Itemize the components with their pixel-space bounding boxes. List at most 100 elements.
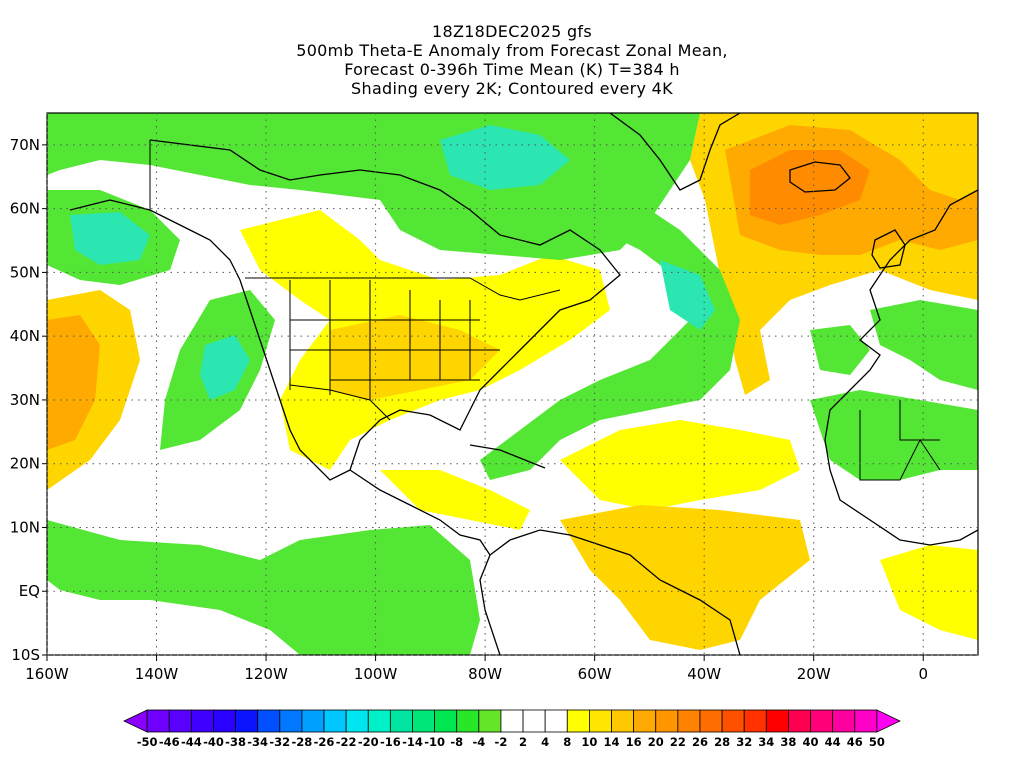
coastline-greenland	[609, 113, 741, 191]
lon-label: 0	[918, 665, 928, 683]
colorbar-swatch	[478, 709, 502, 733]
colorbar-swatch	[389, 709, 413, 733]
cool-anomaly-iberia	[810, 325, 870, 375]
colorbar-swatch	[257, 709, 281, 733]
warm-anomaly-pacific-west-core	[47, 315, 100, 450]
cool-anomaly-atlantic-band-core	[660, 260, 715, 330]
colorbar-swatch	[301, 709, 325, 733]
colorbar-label: 10	[581, 735, 597, 749]
colorbar-swatch	[677, 709, 701, 733]
coastline-uk	[871, 229, 906, 269]
cool-anomaly-tropical-pacific	[47, 520, 480, 655]
colorbar-label: 20	[648, 735, 664, 749]
border-africa-countries	[859, 400, 941, 481]
colorbar-swatch	[721, 709, 745, 733]
political-borders	[149, 140, 941, 481]
coastlines	[69, 113, 978, 655]
colorbar-swatch	[367, 709, 391, 733]
cool-anomaly-arctic-core	[440, 125, 570, 190]
colorbar-label: 38	[780, 735, 796, 749]
colorbar-swatch	[323, 709, 347, 733]
colorbar-label: -46	[159, 735, 180, 749]
colorbar-swatch	[611, 709, 635, 733]
colorbar-swatch	[213, 709, 236, 733]
colorbar-label: 2	[519, 735, 527, 749]
coastline-central-america	[349, 469, 491, 556]
lon-label: 60W	[578, 665, 612, 683]
colorbar-swatch	[434, 709, 458, 733]
colorbar-label: -2	[495, 735, 508, 749]
lat-label: 50N	[10, 263, 40, 281]
lon-label: 100W	[354, 665, 398, 683]
colorbar-swatch	[832, 709, 856, 733]
colorbar-label: 28	[714, 735, 730, 749]
colorbar-swatch	[235, 709, 259, 733]
colorbar-swatch	[522, 709, 546, 733]
lat-label: EQ	[19, 582, 40, 600]
colorbar-swatch	[854, 709, 878, 733]
colorbar-arrow-high	[876, 709, 901, 733]
lon-label: 80W	[468, 665, 502, 683]
border-us-canada	[245, 277, 561, 301]
colorbar-swatch	[412, 709, 436, 733]
colorbar-label: -40	[203, 735, 224, 749]
colorbar-arrow-low	[123, 709, 148, 733]
warm-anomaly-central-america	[380, 470, 530, 530]
colorbar-label: -50	[137, 735, 158, 749]
colorbar-swatch	[190, 709, 214, 733]
colorbar-swatch	[544, 709, 568, 733]
colorbar-swatch	[566, 709, 590, 733]
colorbar-swatch	[743, 709, 767, 733]
colorbar-label: -16	[380, 735, 401, 749]
colorbar-swatch	[146, 709, 170, 733]
warm-anomaly-africa	[880, 545, 978, 640]
colorbar-label: 32	[736, 735, 752, 749]
border-us-states	[289, 280, 500, 400]
anomaly-shading	[47, 113, 978, 655]
colorbar-label: 34	[758, 735, 774, 749]
colorbar-swatch	[699, 709, 723, 733]
colorbar-label: -8	[450, 735, 463, 749]
colorbar-label: -10	[424, 735, 445, 749]
colorbar-label: 44	[825, 735, 841, 749]
lon-label: 120W	[244, 665, 288, 683]
colorbar-label: 16	[626, 735, 642, 749]
title-line-1: 18Z18DEC2025 gfs	[431, 22, 592, 41]
title-block: 18Z18DEC2025 gfs 500mb Theta-E Anomaly f…	[0, 22, 1024, 98]
colorbar-label: 4	[541, 735, 549, 749]
colorbar-swatch	[345, 709, 369, 733]
coastline-south-america	[479, 529, 741, 655]
colorbar-label: -34	[247, 735, 268, 749]
colorbar-swatch	[810, 709, 834, 733]
cool-anomaly-east-pacific-core	[200, 335, 250, 400]
lat-label: 10S	[11, 646, 40, 664]
lat-label: 60N	[10, 200, 40, 218]
colorbar-label: -22	[336, 735, 357, 749]
cool-anomaly-atlantic-band	[480, 180, 740, 480]
warm-anomaly-iceland	[750, 150, 870, 225]
cool-anomaly-alaska-core	[70, 212, 150, 265]
cool-anomaly-africa	[810, 390, 978, 480]
title-line-3: Forecast 0-396h Time Mean (K) T=384 h	[344, 60, 680, 79]
colorbar-label: -28	[292, 735, 313, 749]
colorbar-swatch	[500, 709, 524, 733]
colorbar-label: -26	[314, 735, 335, 749]
lon-label: 160W	[25, 665, 69, 683]
colorbar-swatch	[655, 709, 679, 733]
colorbar-label: -4	[472, 735, 485, 749]
lat-label: 70N	[10, 136, 40, 154]
colorbar-swatch	[589, 709, 612, 733]
latitude-labels: 70N 60N 50N 40N 30N 20N 10N EQ 10S	[10, 136, 47, 664]
colorbar-label: 26	[692, 735, 708, 749]
lon-label: 40W	[687, 665, 721, 683]
colorbar-swatch	[456, 709, 480, 733]
longitude-labels: 160W 140W 120W 100W 80W 60W 40W 20W 0	[25, 655, 928, 683]
colorbar: -50 -46 -44 -40 -38 -34 -32 -28 -26 -22 -20 -16 -14-…	[123, 709, 901, 749]
colorbar-label: -20	[358, 735, 379, 749]
coastline-north-america	[69, 139, 621, 481]
coastline-iceland	[789, 161, 851, 193]
colorbar-label: 14	[604, 735, 620, 749]
title-line-2: 500mb Theta-E Anomaly from Forecast Zona…	[296, 41, 728, 60]
colorbar-swatch	[633, 709, 657, 733]
